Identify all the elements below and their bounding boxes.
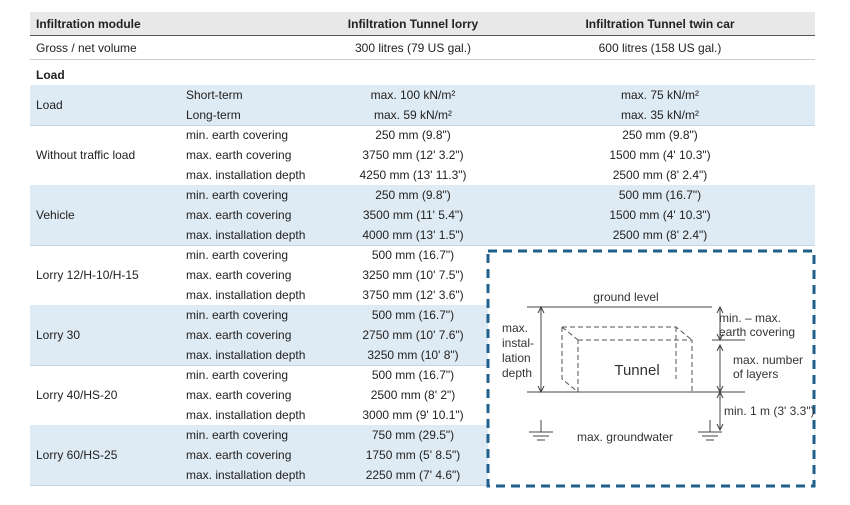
diagram-box	[486, 249, 816, 488]
cell-lorry: 4250 mm (13' 11.3")	[359, 168, 467, 182]
condition: max. earth covering	[186, 208, 292, 222]
diagram-label: max.	[502, 321, 528, 335]
rule	[30, 245, 815, 246]
section-title: Load	[36, 68, 65, 82]
cell-twin: 1500 mm (4' 10.3")	[609, 208, 711, 222]
diagram-label: Tunnel	[614, 362, 659, 379]
diagram-label: max. number	[733, 353, 803, 367]
cell-lorry: 500 mm (16.7")	[371, 368, 455, 382]
cell-twin: 1500 mm (4' 10.3")	[609, 148, 711, 162]
arrowhead	[716, 305, 724, 342]
cell-twin: 2500 mm (8' 2.4")	[612, 168, 708, 182]
condition: max. earth covering	[186, 388, 292, 402]
arrowhead	[537, 305, 545, 394]
condition: max. installation depth	[186, 408, 306, 422]
rule	[30, 365, 815, 366]
condition: max. earth covering	[186, 328, 292, 342]
cell-lorry: 3500 mm (11' 5.4")	[362, 208, 464, 222]
cell-lorry: 4000 mm (13' 1.5")	[362, 228, 464, 242]
diagram-label: depth	[502, 366, 532, 380]
header-rule	[30, 35, 815, 36]
arrowhead	[716, 390, 724, 432]
cell-twin: 500 mm (16.7")	[618, 188, 702, 202]
group-bg	[30, 85, 815, 125]
row-label: Gross / net volume	[36, 41, 137, 55]
diagram-label: min. – max.	[719, 311, 781, 325]
header-bg	[30, 12, 815, 36]
cell-lorry: 500 mm (16.7")	[371, 248, 455, 262]
cell-lorry: 3250 mm (10' 8")	[367, 348, 459, 362]
groundwater-symbol	[698, 420, 722, 441]
diagram-label: instal-	[502, 336, 534, 350]
condition: max. earth covering	[186, 148, 292, 162]
cell-lorry: 250 mm (9.8")	[375, 188, 451, 202]
condition: min. earth covering	[186, 248, 289, 262]
condition: max. installation depth	[186, 288, 306, 302]
cell-lorry: 500 mm (16.7")	[371, 308, 455, 322]
condition: min. earth covering	[186, 368, 289, 382]
cell-twin: max. 75 kN/m²	[620, 88, 700, 102]
cell-lorry: 2750 mm (10' 7.6")	[362, 328, 464, 342]
group-label: Load	[36, 98, 63, 112]
rule	[30, 125, 815, 126]
cell-lorry: 750 mm (29.5")	[371, 428, 455, 442]
cell-lorry: 1750 mm (5' 8.5")	[365, 448, 461, 462]
group-label: Lorry 40/HS-20	[36, 388, 118, 402]
cell-twin: 600 litres (158 US gal.)	[598, 41, 722, 55]
header-cell: Infiltration Tunnel lorry	[347, 17, 479, 31]
group-bg	[30, 185, 815, 245]
diagram-label: max. groundwater	[577, 430, 673, 444]
cell-lorry: 2250 mm (7' 4.6")	[365, 468, 461, 482]
cell-lorry: 250 mm (9.8")	[375, 128, 451, 142]
condition: Short-term	[186, 88, 243, 102]
diagram-label: ground level	[593, 290, 658, 304]
cell-lorry: 300 litres (79 US gal.)	[354, 41, 472, 55]
cell-twin: max. 35 kN/m²	[620, 108, 700, 122]
group-label: Lorry 12/H-10/H-15	[36, 268, 139, 282]
rule	[30, 59, 815, 60]
cell-lorry: max. 59 kN/m²	[373, 108, 453, 122]
group-label: Without traffic load	[36, 148, 136, 162]
diagram-label: lation	[502, 351, 531, 365]
cell-lorry: 3750 mm (12' 3.2")	[362, 148, 464, 162]
cell-lorry: 3250 mm (10' 7.5")	[362, 268, 464, 282]
diagram-label: earth covering	[719, 325, 795, 339]
condition: max. installation depth	[186, 168, 306, 182]
diagram-label: min. 1 m (3' 3.3")	[724, 404, 815, 418]
condition: min. earth covering	[186, 308, 289, 322]
group-label: Vehicle	[36, 208, 75, 222]
cell-lorry: 3000 mm (9' 10.1")	[362, 408, 464, 422]
cell-lorry: 2500 mm (8' 2")	[370, 388, 456, 402]
header-cell: Infiltration Tunnel twin car	[585, 17, 735, 31]
header-cell: Infiltration module	[36, 17, 141, 31]
cell-lorry: max. 100 kN/m²	[370, 88, 456, 102]
condition: max. earth covering	[186, 448, 292, 462]
cell-twin: 250 mm (9.8")	[622, 128, 698, 142]
condition: Long-term	[186, 108, 241, 122]
condition: max. installation depth	[186, 348, 306, 362]
group-label: Lorry 30	[36, 328, 81, 342]
tunnel	[561, 326, 693, 393]
rule	[30, 485, 815, 486]
group-label: Lorry 60/HS-25	[36, 448, 118, 462]
diagram-label: of layers	[733, 367, 778, 381]
condition: min. earth covering	[186, 128, 289, 142]
condition: min. earth covering	[186, 428, 289, 442]
condition: max. installation depth	[186, 468, 306, 482]
cell-lorry: 3750 mm (12' 3.6")	[362, 288, 464, 302]
condition: min. earth covering	[186, 188, 289, 202]
condition: max. earth covering	[186, 268, 292, 282]
condition: max. installation depth	[186, 228, 306, 242]
groundwater-symbol	[529, 420, 553, 441]
cell-twin: 2500 mm (8' 2.4")	[612, 228, 708, 242]
